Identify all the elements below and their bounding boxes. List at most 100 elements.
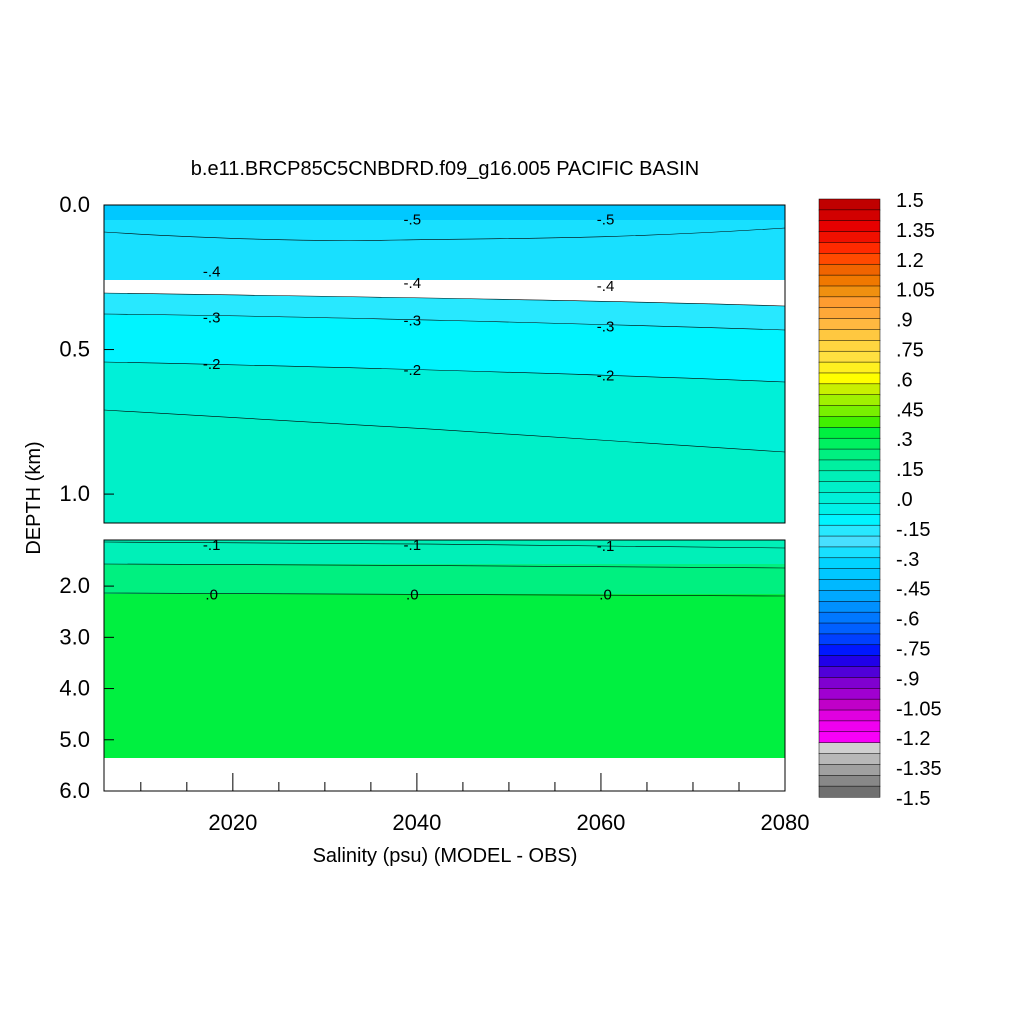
contour-label: .0 (205, 586, 218, 603)
colorbar-swatch (818, 601, 881, 613)
colorbar-swatch (818, 590, 881, 602)
colorbar-swatch (818, 709, 881, 722)
contour-label: -.3 (597, 318, 615, 335)
colorbar-swatch (818, 481, 881, 494)
colorbar-swatch (818, 524, 881, 537)
colorbar-swatch (818, 633, 881, 646)
colorbar-swatch (818, 677, 881, 689)
colorbar-label: .75 (896, 340, 924, 362)
contour-label: -.2 (203, 356, 221, 373)
colorbar-swatch (818, 655, 881, 668)
upper-panel-contour-4 (103, 361, 786, 383)
colorbar-label: -.45 (896, 579, 930, 601)
upper-panel-fill-b (104, 220, 785, 280)
colorbar-swatch (818, 666, 881, 678)
contour-label: -.1 (404, 537, 422, 554)
colorbar-swatch (818, 492, 881, 504)
contour-label: -.1 (203, 537, 221, 554)
y-tick-label: 0.5 (59, 337, 90, 362)
colorbar-swatch (818, 274, 881, 287)
colorbar-swatch (818, 394, 881, 407)
colorbar-swatch (818, 503, 881, 515)
colorbar-swatch (818, 242, 881, 254)
colorbar-swatch (818, 753, 881, 765)
colorbar-swatch (818, 383, 881, 396)
y-tick-label: 1.0 (59, 481, 90, 506)
upper-panel-frame (103, 204, 786, 524)
colorbar-swatch (818, 459, 881, 472)
colorbar-label: .3 (896, 429, 913, 451)
colorbar-swatch (818, 220, 881, 233)
contour-label: -.5 (404, 211, 422, 228)
colorbar-swatch (818, 437, 881, 450)
contour-label: .0 (406, 586, 419, 603)
colorbar-swatch (818, 764, 881, 776)
contour-label: -.5 (597, 211, 615, 228)
colorbar-swatch (818, 470, 881, 483)
y-tick-label: 0.0 (59, 192, 90, 217)
colorbar-swatch (818, 296, 881, 309)
colorbar: 1.5 1.35 1.2 1.05 .9 .75 .6 .45 .3 .15 .0 -.15 -.3 -.… (818, 190, 942, 810)
colorbar-swatch (818, 340, 881, 352)
colorbar-swatch (818, 742, 881, 755)
colorbar-label: 1.5 (896, 190, 924, 212)
colorbar-swatch (818, 611, 881, 624)
colorbar-swatch (818, 731, 881, 744)
chart-title: b.e11.BRCP85C5CNBDRD.f09_g16.005 PACIFIC… (191, 158, 699, 180)
lower-panel: -.1 -.1 -.1 .0 .0 .0 2.0 3.0 4.0 5.0 6.0 (59, 537, 786, 803)
lower-panel-frame (103, 539, 786, 792)
contour-label: -.4 (597, 278, 615, 295)
colorbar-swatch (818, 546, 881, 559)
contour-label: .0 (599, 586, 612, 603)
colorbar-label: -1.5 (896, 788, 930, 810)
colorbar-swatch (818, 350, 881, 363)
colorbar-swatch (818, 372, 881, 385)
contour-label: -.4 (203, 263, 221, 280)
colorbar-label: -.9 (896, 668, 919, 690)
colorbar-label: -.3 (896, 549, 919, 571)
y-tick-label: 5.0 (59, 727, 90, 752)
contour-label: -.4 (404, 275, 422, 292)
y-tick-label: 2.0 (59, 573, 90, 598)
upper-panel-contour-2 (103, 292, 786, 307)
colorbar-swatch (818, 644, 881, 657)
colorbar-swatch (818, 231, 881, 244)
colorbar-label: .9 (896, 310, 913, 332)
contour-label: -.2 (597, 368, 615, 385)
colorbar-swatch (818, 285, 881, 298)
colorbar-swatch (818, 318, 881, 331)
colorbar-label: -1.05 (896, 698, 942, 720)
colorbar-swatch (818, 688, 881, 700)
lower-panel-contour-3 (103, 592, 786, 597)
colorbar-swatch (818, 307, 881, 320)
colorbar-swatch (818, 535, 881, 548)
colorbar-swatch (818, 209, 881, 222)
colorbar-swatch (818, 253, 881, 265)
colorbar-label: .6 (896, 369, 913, 391)
colorbar-swatch (818, 698, 881, 711)
y-tick-label: 6.0 (59, 778, 90, 803)
x-tick-label: 2040 (392, 810, 441, 835)
colorbar-label: -.6 (896, 609, 919, 631)
contour-label: -.2 (404, 362, 422, 379)
colorbar-swatch (818, 785, 881, 798)
lower-panel-fill-mid (104, 564, 785, 596)
colorbar-label: -.75 (896, 639, 930, 661)
colorbar-label: .0 (896, 489, 913, 511)
contour-label: -.3 (404, 313, 422, 330)
colorbar-swatch (818, 775, 881, 787)
y-tick-label: 3.0 (59, 624, 90, 649)
colorbar-swatch (818, 416, 881, 428)
contour-label: -.3 (203, 310, 221, 327)
colorbar-swatch (818, 361, 881, 374)
lower-panel-fill-main (104, 594, 785, 758)
colorbar-swatch (818, 514, 881, 526)
colorbar-swatch (818, 329, 881, 341)
upper-panel: -.5 -.5 -.4 -.4 -.4 -.3 -.3 -.3 -.2 -.2 -.2 0.0 0.5… (59, 192, 786, 524)
colorbar-label: 1.2 (896, 250, 924, 272)
x-axis-label: Salinity (psu) (MODEL - OBS) (313, 845, 578, 867)
y-axis-label: DEPTH (km) (23, 441, 45, 554)
x-tick-label: 2080 (761, 810, 810, 835)
colorbar-swatch (818, 198, 881, 211)
